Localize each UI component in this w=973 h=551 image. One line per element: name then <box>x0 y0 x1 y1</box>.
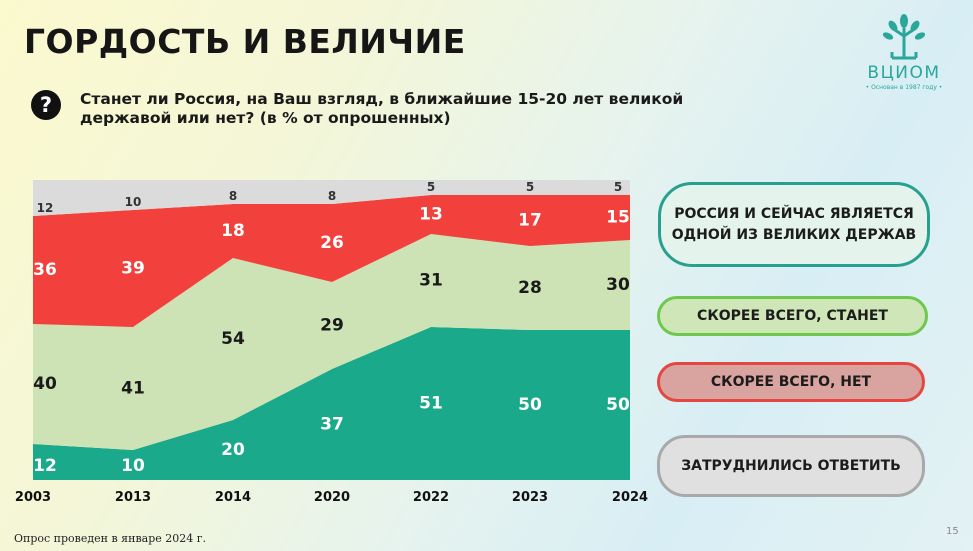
data-label: 37 <box>320 415 344 435</box>
vciom-logo: ВЦИОМ • Основан в 1987 году • <box>848 14 960 98</box>
data-label: 28 <box>518 278 542 298</box>
data-label: 10 <box>125 195 142 209</box>
data-label: 18 <box>221 221 245 241</box>
slide-title: ГОРДОСТЬ И ВЕЛИЧИЕ <box>24 22 466 61</box>
legend-likely-will: СКОРЕЕ ВСЕГО, СТАНЕТ <box>657 296 928 336</box>
data-label: 8 <box>328 189 336 203</box>
data-label: 31 <box>419 271 443 291</box>
legend-now-great-power: РОССИЯ И СЕЙЧАС ЯВЛЯЕТСЯ ОДНОЙ ИЗ ВЕЛИКИ… <box>658 182 930 267</box>
data-label: 12 <box>37 201 54 215</box>
data-label: 10 <box>121 456 145 476</box>
stacked-area-chart: 12 10 20 37 51 50 50 40 41 54 29 31 28 30 36 39 18 26 13 17… <box>15 180 648 505</box>
logo-name: ВЦИОМ <box>867 63 941 83</box>
x-tick-label: 2023 <box>512 490 548 505</box>
question-icon: ? <box>31 90 61 120</box>
data-label: 54 <box>221 329 245 349</box>
page-number: 15 <box>946 526 959 537</box>
x-tick-label: 2020 <box>314 490 350 505</box>
survey-footnote: Опрос проведен в январе 2024 г. <box>14 532 206 545</box>
logo-subtitle: • Основан в 1987 году • <box>865 84 943 91</box>
legend-likely-not: СКОРЕЕ ВСЕГО, НЕТ <box>657 362 925 402</box>
data-label: 51 <box>419 394 443 414</box>
data-label: 5 <box>526 180 534 194</box>
data-label: 39 <box>121 259 145 279</box>
data-label: 40 <box>33 374 57 394</box>
area-series-1 <box>33 327 630 480</box>
data-label: 8 <box>229 189 237 203</box>
data-label: 5 <box>614 180 622 194</box>
area-series-4 <box>33 180 630 216</box>
survey-question: Станет ли Россия, на Ваш взгляд, в ближа… <box>80 90 684 127</box>
data-label: 29 <box>320 316 344 336</box>
x-tick-label: 2014 <box>215 490 251 505</box>
x-tick-label: 2022 <box>413 490 449 505</box>
data-label: 26 <box>320 233 344 253</box>
data-label: 41 <box>121 379 145 399</box>
data-label: 50 <box>606 395 630 415</box>
tree-logo-icon <box>882 14 926 60</box>
x-tick-label: 2003 <box>15 490 51 505</box>
data-label: 13 <box>419 205 443 225</box>
data-label: 36 <box>33 260 57 280</box>
x-tick-label: 2013 <box>115 490 151 505</box>
x-tick-label: 2024 <box>612 490 648 505</box>
data-label: 50 <box>518 395 542 415</box>
data-label: 30 <box>606 275 630 295</box>
area-series-3 <box>33 195 630 327</box>
area-series-2 <box>33 234 630 450</box>
data-label: 5 <box>427 180 435 194</box>
data-label: 20 <box>221 440 245 460</box>
data-label: 15 <box>606 208 630 228</box>
data-label: 12 <box>33 456 57 476</box>
legend-hard-to-answer: ЗАТРУДНИЛИСЬ ОТВЕТИТЬ <box>657 435 925 497</box>
data-label: 17 <box>518 211 542 231</box>
